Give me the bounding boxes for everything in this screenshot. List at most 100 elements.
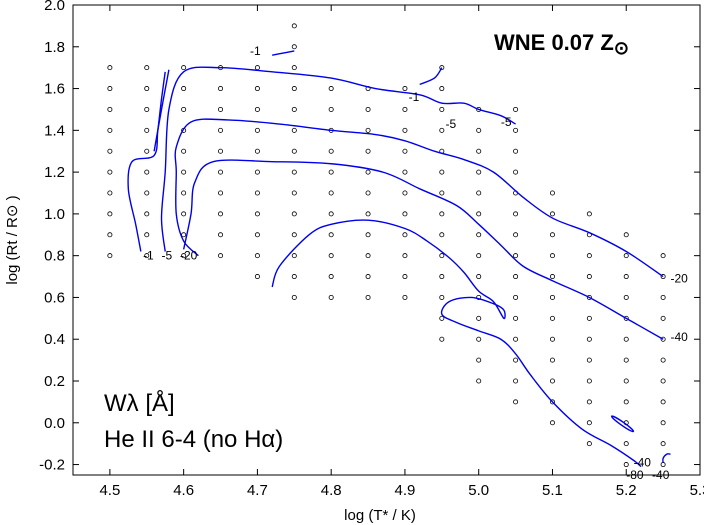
model-grid-point xyxy=(476,127,482,133)
chart-title: WNE 0.07 Z⊙ xyxy=(494,30,629,58)
model-grid-point xyxy=(365,232,371,238)
model-grid-point xyxy=(328,106,334,112)
model-grid-point xyxy=(439,190,445,196)
model-grid-point xyxy=(402,86,408,92)
x-tick-labels: 4.5 4.6 4.7 4.8 4.9 5.0 5.1 5.2 5.3 xyxy=(99,482,704,499)
model-grid-point xyxy=(144,169,150,175)
model-grid-point xyxy=(623,232,629,238)
model-grid-point xyxy=(291,148,297,154)
model-grid-point xyxy=(586,274,592,280)
contour-label: -40 xyxy=(652,468,670,482)
model-grid-point xyxy=(181,169,187,175)
contour-line xyxy=(662,453,671,463)
model-grid-point xyxy=(254,211,260,217)
contour-label: -20 xyxy=(180,249,198,263)
model-grid-point xyxy=(402,148,408,154)
model-grid-point xyxy=(476,148,482,154)
model-grid-point xyxy=(181,211,187,217)
contour-label: -1 xyxy=(143,249,154,263)
x-tick-label: 4.6 xyxy=(173,482,194,499)
model-grid-point xyxy=(144,106,150,112)
y-tick-label: 1.4 xyxy=(44,122,65,139)
model-grid-point xyxy=(218,127,224,133)
model-grid-point xyxy=(439,106,445,112)
y-tick-label: 1.8 xyxy=(44,39,65,56)
contour-label: -5 xyxy=(446,117,457,131)
model-grid-point xyxy=(439,65,445,71)
model-grid-point xyxy=(439,211,445,217)
model-grid-point xyxy=(623,336,629,342)
model-grid-point xyxy=(549,232,555,238)
y-tick-label: 0.4 xyxy=(44,331,65,348)
model-grid-point xyxy=(623,357,629,363)
model-grid-point xyxy=(144,190,150,196)
model-grid-point xyxy=(586,336,592,342)
x-axis-title: log (T* / K) xyxy=(344,507,416,524)
model-grid-point xyxy=(181,148,187,154)
model-grid-point xyxy=(513,253,519,259)
model-grid-point xyxy=(439,86,445,92)
model-grid-point xyxy=(549,378,555,384)
model-grid-point xyxy=(476,357,482,363)
contour-line xyxy=(160,66,516,252)
contour-label: -80 xyxy=(626,468,644,482)
model-grid-point xyxy=(513,315,519,321)
model-grid-point xyxy=(328,232,334,238)
model-grid-point xyxy=(144,65,150,71)
contour-label: -40 xyxy=(670,330,688,344)
model-grid-point xyxy=(402,274,408,280)
model-grid-point xyxy=(402,190,408,196)
model-grid-point xyxy=(107,211,113,217)
model-grid-point xyxy=(328,190,334,196)
model-grid-point xyxy=(549,190,555,196)
model-grid-point xyxy=(181,86,187,92)
model-grid-point xyxy=(144,232,150,238)
model-grid-point xyxy=(549,336,555,342)
model-grid-point xyxy=(291,169,297,175)
model-grid-point xyxy=(476,169,482,175)
model-grid-point xyxy=(513,357,519,363)
model-grid-point xyxy=(623,294,629,300)
model-grid-point xyxy=(402,211,408,217)
contour-lines xyxy=(127,50,671,468)
y-tick-label: 0.6 xyxy=(44,289,65,306)
model-grid-point xyxy=(291,294,297,300)
model-grid-point xyxy=(586,420,592,426)
model-grid-point xyxy=(365,127,371,133)
y-tick-label: 0.0 xyxy=(44,415,65,432)
model-grid-point xyxy=(586,378,592,384)
model-grid-point xyxy=(549,274,555,280)
model-grid-point xyxy=(549,294,555,300)
model-grid-point xyxy=(660,336,666,342)
model-grid-point xyxy=(254,232,260,238)
x-tick-label: 4.8 xyxy=(321,482,342,499)
model-grid-point xyxy=(328,211,334,217)
y-tick-label: 1.0 xyxy=(44,206,65,223)
model-grid-point xyxy=(476,294,482,300)
model-grid-point xyxy=(254,127,260,133)
model-grid-point xyxy=(218,211,224,217)
model-grid-point xyxy=(254,148,260,154)
model-grid-point xyxy=(549,211,555,217)
model-grid-point xyxy=(218,253,224,259)
model-grid-point xyxy=(513,169,519,175)
model-grid-point xyxy=(439,253,445,259)
annotation-line-id: He II 6-4 (no Hα) xyxy=(104,426,283,453)
model-grid-point xyxy=(439,315,445,321)
model-grid-point xyxy=(476,274,482,280)
model-grid-point xyxy=(218,148,224,154)
model-grid-point xyxy=(402,253,408,259)
model-grid-point xyxy=(660,462,666,468)
y-tick-label: -0.2 xyxy=(39,457,65,474)
model-grid-point xyxy=(218,86,224,92)
x-tick-label: 4.9 xyxy=(395,482,416,499)
model-grid-point xyxy=(513,148,519,154)
x-tick-label: 5.2 xyxy=(616,482,637,499)
model-grid-point xyxy=(402,169,408,175)
model-grid-point xyxy=(623,315,629,321)
model-grid-point xyxy=(181,106,187,112)
model-grid-point xyxy=(328,253,334,259)
model-grid-point xyxy=(291,65,297,71)
model-grid-point xyxy=(365,169,371,175)
